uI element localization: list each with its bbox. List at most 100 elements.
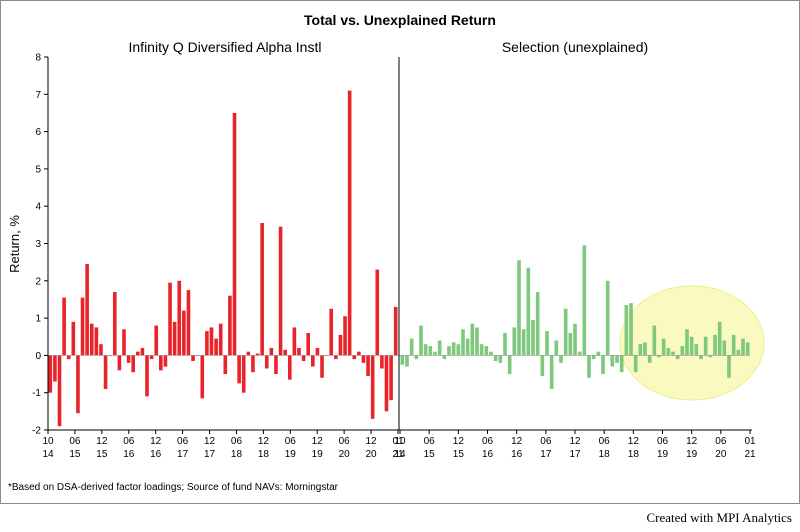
x-tick-label: 17 [569,449,581,460]
x-tick-label: 14 [42,449,54,460]
bar-selection [638,344,643,356]
x-tick-label: 21 [392,449,404,460]
bar-total [232,112,237,356]
bar-selection [615,355,619,363]
bar-total [200,355,205,399]
bar-total [149,355,154,360]
chart-frame [0,0,800,504]
x-tick-label: 06 [69,436,81,447]
x-tick-label: 06 [599,436,611,447]
bar-selection [409,338,414,356]
bar-total [301,355,306,361]
bar-total [283,349,287,356]
bar-selection [745,342,750,356]
bar-selection [498,355,503,363]
bar-total [103,355,108,389]
x-tick-label: 16 [511,449,523,460]
bar-selection [657,355,661,358]
bar-selection [699,355,703,360]
bar-selection [521,329,526,356]
bar-selection [461,329,465,356]
x-tick-label: 15 [96,449,108,460]
x-tick-label: 12 [511,436,523,447]
bar-total [57,355,62,427]
x-tick-label: 06 [231,436,243,447]
bar-total [389,355,393,401]
x-tick-label: 12 [96,436,108,447]
x-tick-label: 12 [569,436,581,447]
bar-selection [526,267,531,356]
x-tick-label: 12 [366,436,378,447]
x-tick-label: 18 [628,449,640,460]
bar-total [306,333,310,356]
x-tick-label: 12 [453,436,465,447]
bar-total [287,355,292,380]
bar-selection [540,355,545,376]
bar-selection [428,346,433,356]
bar-total [370,355,375,419]
bar-total [205,331,209,356]
x-tick-label: 16 [482,449,494,460]
bar-total [89,323,94,356]
x-tick-label: 10 [394,436,406,447]
bar-total [393,306,398,356]
x-tick-label: 12 [312,436,324,447]
x-tick-label: 17 [540,449,552,460]
y-tick-label: -2 [32,426,41,437]
bar-selection [405,355,409,367]
bar-selection [633,355,638,373]
x-tick-label: 18 [231,449,243,460]
x-tick-label: 15 [69,449,81,460]
x-tick-label: 06 [482,436,494,447]
x-tick-label: 15 [453,449,465,460]
bar-selection [643,342,647,356]
bar-total [320,355,324,378]
bar-total [182,310,186,356]
bar-total [334,355,338,360]
y-tick-label: 8 [35,53,41,64]
bar-total [251,355,255,373]
bar-total [347,90,352,356]
x-tick-label: 15 [424,449,436,460]
y-tick-label: 4 [35,202,41,213]
bar-total [361,355,366,363]
bar-selection [447,346,451,356]
x-tick-label: 12 [150,436,162,447]
bar-total [260,222,264,356]
x-tick-label: 14 [394,449,406,460]
bar-total [384,355,389,412]
bar-selection [629,303,633,356]
x-tick-label: 19 [285,449,297,460]
x-tick-label: 19 [686,449,698,460]
bar-selection [451,342,456,356]
bar-total [80,297,85,356]
bar-total [177,280,182,356]
bar-total [223,355,228,375]
x-tick-label: 18 [599,449,611,460]
bar-total [62,297,66,356]
bar-selection [587,355,591,378]
bar-selection [605,280,610,356]
bar-total [53,355,57,382]
x-tick-label: 20 [715,449,727,460]
bar-total [168,282,172,356]
bar-selection [582,245,587,356]
x-tick-label: 06 [339,436,351,447]
y-axis-label: Return, % [7,215,22,273]
bar-total [311,355,315,367]
bar-total [48,355,53,393]
bar-total [343,316,347,356]
bar-selection [554,340,559,356]
bar-selection [666,347,671,356]
y-tick-label: 0 [35,351,41,362]
x-tick-label: 06 [285,436,297,447]
x-tick-label: 20 [366,449,378,460]
bar-total [186,290,191,356]
bar-selection [727,355,731,378]
bar-selection [708,355,713,358]
bar-total [352,355,357,360]
bar-selection [661,338,666,356]
bar-selection [433,351,437,356]
x-tick-label: 01 [744,436,756,447]
bar-selection [647,355,652,363]
